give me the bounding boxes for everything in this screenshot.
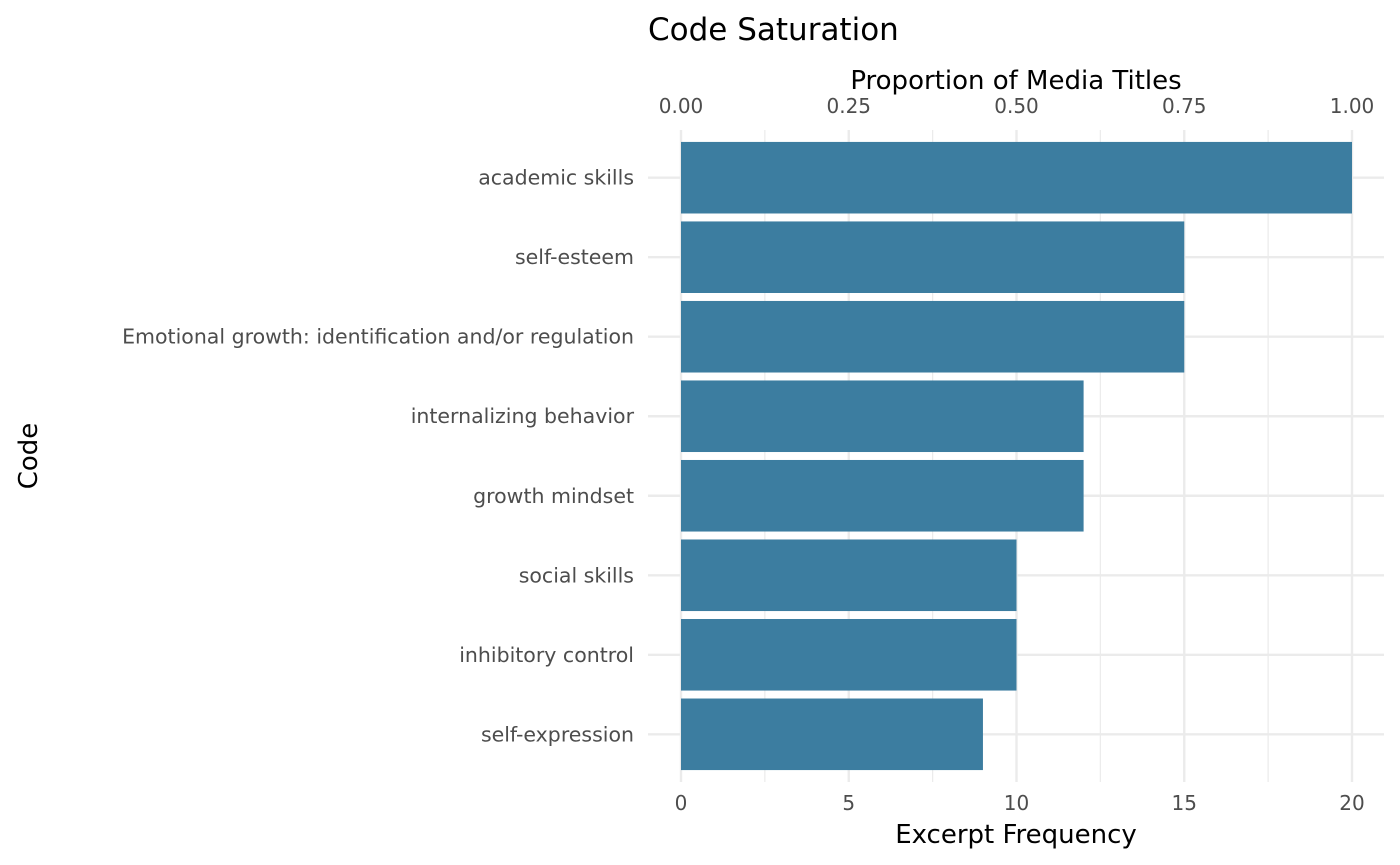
chart-title: Code Saturation (648, 12, 899, 48)
x-tick-label: 20 (1339, 791, 1364, 815)
x2-tick-label: 0.00 (659, 94, 704, 118)
x-axis-top: 0.00 0.25 0.50 0.75 1.00 (659, 94, 1375, 118)
category-label: social skills (519, 563, 634, 587)
bar-6 (681, 539, 1017, 612)
x-tick-label: 0 (675, 791, 688, 815)
x-tick-label: 5 (842, 791, 855, 815)
category-label: inhibitory control (459, 643, 634, 667)
bar-8 (681, 698, 983, 771)
x2-tick-label: 1.00 (1330, 94, 1375, 118)
category-label: internalizing behavior (411, 404, 635, 428)
x2-tick-label: 0.25 (826, 94, 871, 118)
category-label: growth mindset (473, 484, 634, 508)
x-tick-label: 15 (1172, 791, 1197, 815)
bar-2 (681, 221, 1185, 293)
x-axis-title: Excerpt Frequency (895, 820, 1137, 850)
x-tick-label: 10 (1004, 791, 1029, 815)
bar-3 (681, 300, 1185, 373)
x2-tick-label: 0.75 (1162, 94, 1207, 118)
y-axis-title: Code (14, 423, 44, 490)
category-label: self-esteem (515, 245, 634, 269)
bar-4 (681, 380, 1084, 453)
category-label: self-expression (481, 722, 634, 746)
category-label: Emotional growth: identification and/or … (122, 325, 634, 349)
bar-7 (681, 619, 1017, 691)
bars (681, 141, 1352, 771)
x2-tick-label: 0.50 (994, 94, 1039, 118)
bar-5 (681, 459, 1084, 532)
category-label: academic skills (478, 166, 634, 190)
bar-1 (681, 141, 1352, 214)
x-axis-bottom: 0 5 10 15 20 (675, 791, 1365, 815)
x2-axis-title: Proportion of Media Titles (850, 66, 1181, 96)
y-axis-categories: academic skills self-esteem Emotional grow… (122, 166, 634, 747)
